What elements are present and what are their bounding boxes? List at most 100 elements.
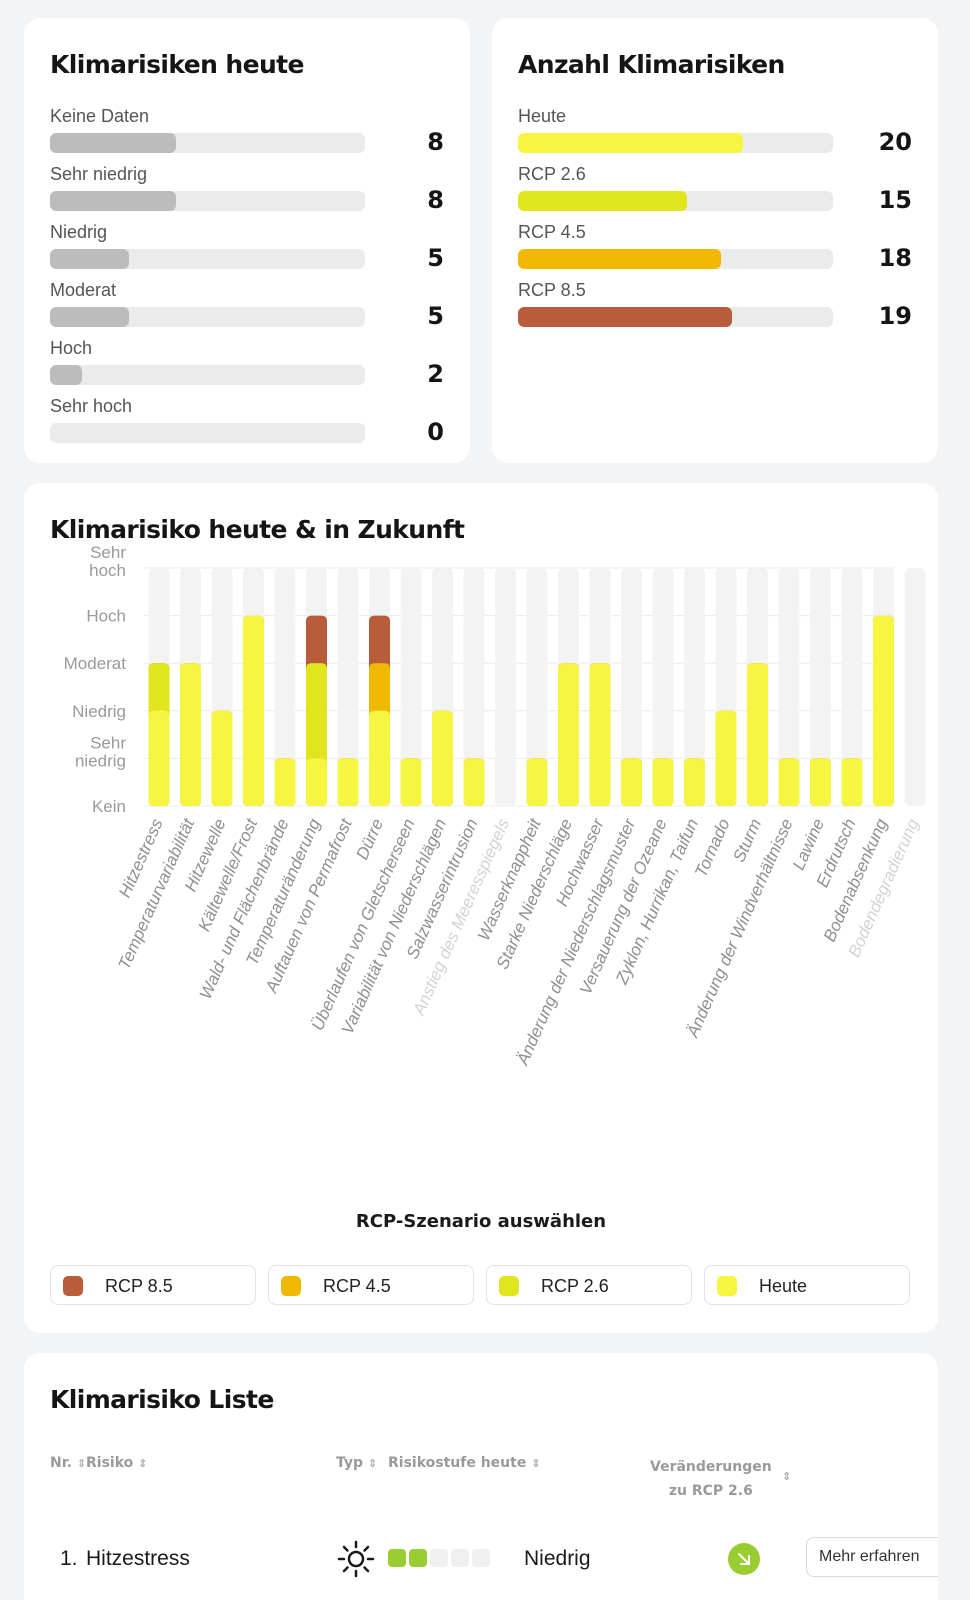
risk-count-bar-label: RCP 8.5: [518, 280, 586, 300]
scenario-button-rcp-8-5[interactable]: RCP 8.5: [50, 1265, 256, 1305]
bar-heute[interactable]: [148, 710, 170, 806]
bar-track: [274, 568, 296, 806]
risk-level-bar-track: [50, 307, 365, 327]
risk-level-bar-track: [50, 191, 365, 211]
header-risk[interactable]: Risiko ⇕: [86, 1455, 148, 1471]
bar-heute[interactable]: [243, 615, 264, 806]
bar-heute[interactable]: [432, 710, 453, 806]
risk-level-bar-track: [50, 365, 365, 385]
risk-list-title: Klimarisiko Liste: [50, 1385, 274, 1414]
header-changes[interactable]: Veränderungen zu RCP 2.6 ⇕: [650, 1459, 792, 1499]
risk-count-bar-track: [518, 191, 833, 211]
scenario-button-heute[interactable]: Heute: [704, 1265, 910, 1305]
y-tick-label: Sehr niedrig: [75, 733, 126, 770]
risk-level-bar-value: 5: [427, 302, 444, 330]
risk-level-bar-row: Keine Daten 8: [50, 106, 444, 164]
row-nr: 1.: [60, 1547, 78, 1570]
sort-arrows-icon: ⇕: [367, 1457, 378, 1470]
risk-level-bar-row: Sehr hoch 0: [50, 396, 444, 454]
risk-count-card: Anzahl Klimarisiken Heute 20 RCP 2.6 15 RCP …: [492, 18, 938, 463]
bar-heute[interactable]: [747, 663, 768, 806]
bar-track: [652, 568, 674, 806]
level-square: [409, 1549, 427, 1567]
bar-heute[interactable]: [715, 710, 737, 806]
bar-track: [463, 568, 485, 806]
bar-track: [684, 568, 705, 806]
future-chart-card: Klimarisiko heute & in Zukunft Kein Sehr n…: [24, 483, 938, 1333]
risk-count-bar-row: RCP 8.5 19: [518, 280, 912, 338]
bar-heute[interactable]: [558, 663, 579, 806]
risk-count-bar-fill: [518, 133, 743, 153]
bar-heute[interactable]: [841, 758, 863, 806]
bar-heute[interactable]: [274, 758, 296, 806]
legend-swatch: [281, 1276, 301, 1296]
scenario-button-rcp-4-5[interactable]: RCP 4.5: [268, 1265, 474, 1305]
risk-count-bar-value: 19: [878, 302, 912, 330]
risk-count-bar-track: [518, 307, 833, 327]
bar-track: [621, 568, 642, 806]
risk-count-bar-row: RCP 4.5 18: [518, 222, 912, 280]
bar-heute[interactable]: [526, 758, 548, 806]
row-level-label: Niedrig: [524, 1547, 591, 1570]
header-level-today[interactable]: Risikostufe heute ⇕: [388, 1455, 541, 1471]
y-tick-label: Niedrig: [72, 702, 126, 721]
risks-today-title: Klimarisiken heute: [50, 50, 304, 79]
bar-heute[interactable]: [463, 758, 485, 806]
future-chart-title: Klimarisiko heute & in Zukunft: [50, 515, 465, 544]
bar-track: [810, 568, 831, 806]
risk-level-bar-fill: [50, 133, 176, 153]
bar-track: [337, 568, 359, 806]
risk-count-bar-track: [518, 249, 833, 269]
scenario-button-rcp-2-6[interactable]: RCP 2.6: [486, 1265, 692, 1305]
bar-heute[interactable]: [684, 758, 705, 806]
risk-level-bar-label: Keine Daten: [50, 106, 150, 126]
scenario-select-title: RCP-Szenario auswählen: [355, 1211, 607, 1232]
bar-heute[interactable]: [873, 615, 894, 806]
risk-level-bar-label: Sehr hoch: [50, 396, 133, 416]
risk-level-bar-value: 8: [427, 186, 444, 214]
risk-level-bar-row: Niedrig 5: [50, 222, 444, 280]
risk-count-bar-label: RCP 4.5: [518, 222, 586, 242]
bar-heute[interactable]: [400, 758, 422, 806]
risk-level-bar-value: 5: [427, 244, 444, 272]
bar-heute[interactable]: [778, 758, 800, 806]
bar-heute[interactable]: [589, 663, 611, 806]
bar-heute[interactable]: [369, 710, 390, 806]
risk-count-bar-fill: [518, 191, 687, 211]
sort-arrows-icon: ⇕: [531, 1457, 541, 1470]
risk-level-bar-row: Hoch 2: [50, 338, 444, 396]
bar-track: [400, 568, 422, 806]
risks-today-card: Klimarisiken heute Keine Daten 8 Sehr nied…: [24, 18, 470, 463]
level-square: [472, 1549, 490, 1567]
risk-count-bar-value: 18: [878, 244, 912, 272]
y-tick-label: Moderat: [64, 654, 127, 673]
risk-count-title: Anzahl Klimarisiken: [518, 50, 785, 79]
row-risk-name[interactable]: Hitzestress: [86, 1547, 190, 1570]
bar-track: [904, 568, 926, 806]
y-tick-label: Hoch: [86, 607, 126, 626]
risk-level-bar-label: Sehr niedrig: [50, 164, 148, 184]
bar-heute[interactable]: [621, 758, 642, 806]
more-info-button[interactable]: Mehr erfahren: [806, 1537, 938, 1577]
risk-level-bar-fill: [50, 191, 176, 211]
legend-label: RCP 8.5: [105, 1276, 173, 1296]
risk-level-bar-row: Sehr niedrig 8: [50, 164, 444, 222]
y-tick-label: Kein: [92, 797, 126, 816]
risk-level-bar-track: [50, 423, 365, 443]
legend-swatch: [717, 1276, 737, 1296]
bar-heute[interactable]: [180, 663, 201, 806]
risk-level-bar-value: 0: [427, 418, 444, 446]
bar-heute[interactable]: [306, 758, 327, 806]
header-nr[interactable]: Nr. ⇕: [50, 1455, 87, 1471]
bar-heute[interactable]: [652, 758, 674, 806]
bar-track: [495, 568, 516, 806]
risk-count-bar-row: RCP 2.6 15: [518, 164, 912, 222]
header-type[interactable]: Typ ⇕: [336, 1455, 378, 1471]
legend-label: RCP 2.6: [541, 1276, 609, 1296]
bar-heute[interactable]: [211, 710, 233, 806]
bar-heute[interactable]: [337, 758, 359, 806]
risk-count-bar-row: Heute 20: [518, 106, 912, 164]
risk-level-bar-fill: [50, 249, 129, 269]
risk-level-bar-row: Moderat 5: [50, 280, 444, 338]
bar-heute[interactable]: [810, 758, 831, 806]
